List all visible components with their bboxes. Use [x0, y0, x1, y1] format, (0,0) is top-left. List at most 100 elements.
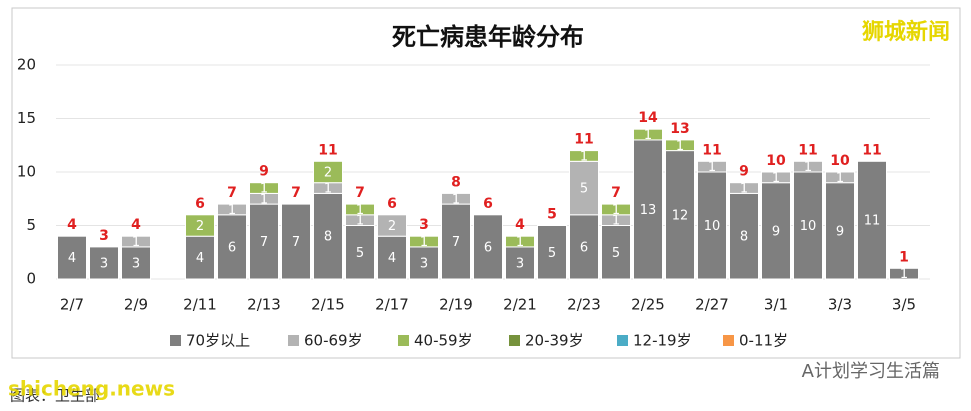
segment-label: 2 — [324, 166, 332, 181]
total-label: 11 — [862, 142, 881, 158]
segment-label: 1 — [356, 203, 364, 218]
legend-swatch — [723, 335, 734, 346]
bar-segment — [697, 160, 727, 173]
bar-segment — [633, 128, 663, 141]
x-tick-label: 2/11 — [183, 296, 217, 314]
total-label: 13 — [670, 121, 689, 137]
legend-label: 12-19岁 — [633, 332, 692, 350]
x-tick-label: 2/27 — [695, 296, 729, 314]
bar-segment — [537, 225, 567, 280]
segment-label: 1 — [260, 182, 268, 197]
bar-segment — [633, 139, 663, 280]
x-tick-label: 2/7 — [60, 296, 84, 314]
bar-segment — [377, 235, 407, 280]
y-tick-label: 5 — [26, 216, 36, 234]
bar-segment — [217, 203, 247, 216]
x-tick-label: 2/19 — [439, 296, 473, 314]
bar-segment — [569, 214, 599, 280]
total-label: 11 — [574, 132, 593, 148]
bar-segment — [409, 246, 439, 280]
bar-segment — [345, 203, 375, 216]
total-label: 3 — [99, 228, 109, 244]
segment-label: 1 — [836, 171, 844, 186]
bar-segment — [121, 235, 151, 248]
total-label: 6 — [483, 196, 493, 212]
legend-label: 60-69岁 — [304, 332, 363, 350]
total-label: 7 — [611, 185, 621, 201]
bar-segment — [89, 246, 119, 280]
x-tick-label: 2/17 — [375, 296, 409, 314]
total-label: 1 — [899, 249, 909, 265]
bar-segment — [217, 214, 247, 280]
segment-label: 3 — [420, 256, 428, 271]
segment-label: 1 — [260, 192, 268, 207]
total-label: 7 — [291, 185, 301, 201]
total-label: 3 — [419, 217, 429, 233]
total-label: 5 — [547, 207, 557, 223]
legend-label: 70岁以上 — [186, 332, 250, 350]
segment-label: 1 — [452, 192, 460, 207]
segment-label: 1 — [708, 160, 716, 175]
total-label: 6 — [387, 196, 397, 212]
legend-swatch — [288, 335, 299, 346]
bar-segment — [281, 203, 311, 280]
bar-segment — [761, 171, 791, 184]
total-label: 7 — [355, 185, 365, 201]
segment-label: 3 — [100, 256, 108, 271]
segment-label: 9 — [836, 224, 844, 239]
y-tick-label: 0 — [26, 270, 36, 288]
bar-segment — [825, 182, 855, 280]
total-label: 10 — [830, 153, 850, 169]
segment-label: 3 — [516, 256, 524, 271]
segment-label: 5 — [356, 246, 364, 261]
total-label: 9 — [739, 164, 749, 180]
segment-label: 4 — [388, 251, 396, 266]
bar-segment — [441, 192, 471, 205]
bar-segment — [249, 182, 279, 194]
segment-label: 1 — [676, 139, 684, 154]
bar-segment — [505, 235, 535, 248]
bar-segment — [793, 160, 823, 173]
legend-swatch — [398, 335, 409, 346]
segment-label: 1 — [900, 267, 908, 282]
x-tick-label: 2/21 — [503, 296, 537, 314]
y-tick-label: 15 — [17, 109, 36, 127]
segment-label: 1 — [804, 160, 812, 175]
bar-segment — [665, 150, 695, 280]
segment-label: 1 — [612, 214, 620, 229]
bar-segment — [569, 160, 599, 216]
y-tick-label: 20 — [17, 56, 36, 74]
bar-segment — [313, 192, 343, 280]
segment-label: 1 — [740, 182, 748, 197]
total-label: 4 — [67, 217, 77, 233]
total-label: 4 — [131, 217, 141, 233]
bar-segment — [313, 160, 343, 184]
segment-label: 10 — [800, 219, 817, 234]
segment-label: 1 — [580, 149, 588, 164]
segment-label: 7 — [260, 235, 268, 250]
total-label: 9 — [259, 164, 269, 180]
segment-label: 1 — [356, 214, 364, 229]
bar-segment — [185, 214, 215, 237]
bar-segment — [889, 267, 919, 280]
segment-label: 2 — [388, 219, 396, 234]
bar-segment — [377, 214, 407, 237]
segment-label: 6 — [484, 240, 492, 255]
bar-segment — [697, 171, 727, 280]
segment-label: 4 — [68, 251, 76, 266]
segment-label: 13 — [640, 203, 657, 218]
total-label: 6 — [195, 196, 205, 212]
segment-label: 7 — [292, 235, 300, 250]
x-tick-label: 2/25 — [631, 296, 665, 314]
chart-title: 死亡病患年龄分布 — [392, 23, 584, 51]
segment-label: 5 — [548, 246, 556, 261]
bar-segment — [473, 214, 503, 280]
segment-label: 7 — [452, 235, 460, 250]
bar-segment — [857, 160, 887, 280]
bar-segment — [57, 235, 87, 280]
segment-label: 6 — [580, 240, 588, 255]
legend-label: 0-11岁 — [739, 332, 788, 350]
segment-label: 4 — [196, 251, 204, 266]
